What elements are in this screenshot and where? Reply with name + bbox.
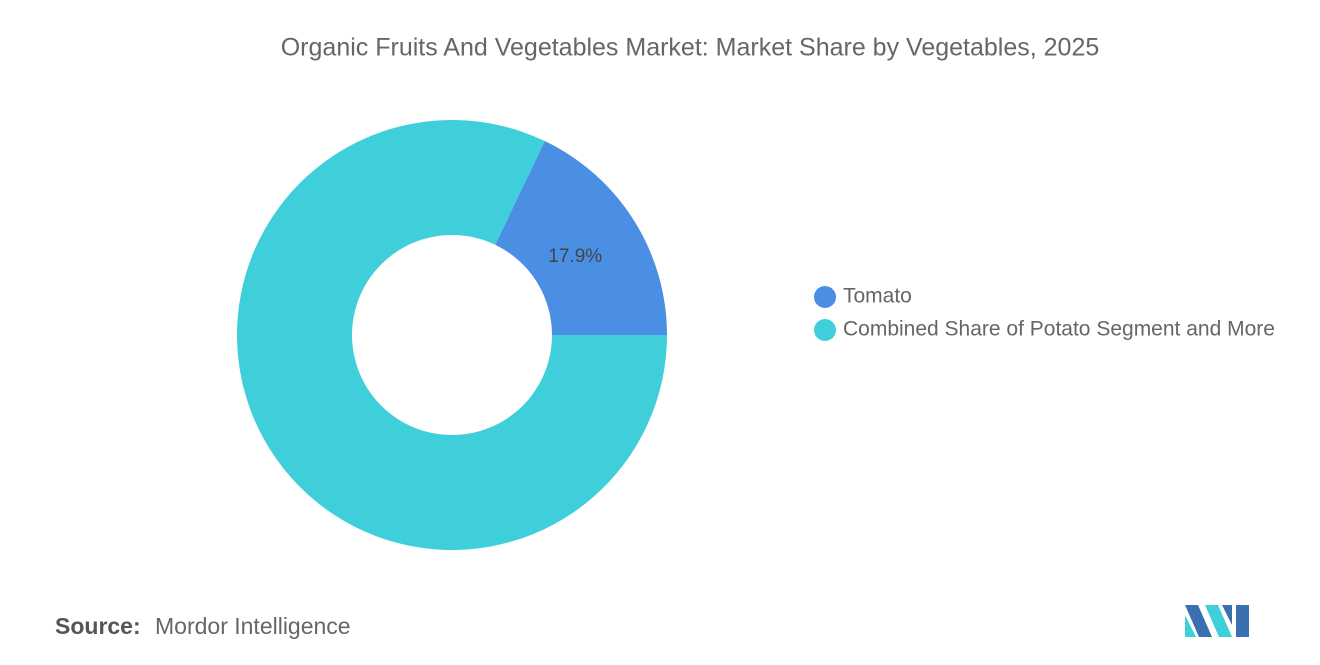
legend-swatch: [814, 286, 836, 308]
slice: [237, 119, 667, 551]
source-label: Source:: [55, 613, 141, 639]
logo: [1185, 605, 1249, 637]
legend-label: Tomato: [843, 285, 912, 308]
value-label: 17.9%: [548, 246, 602, 267]
legend-swatch: [814, 319, 836, 341]
chart-title: Organic Fruits And Vegetables Market: Ma…: [281, 34, 1100, 62]
legend-label: Combined Share of Potato Segment and Mor…: [843, 318, 1275, 341]
source: Mordor Intelligence: [155, 613, 351, 639]
slice: [495, 141, 667, 335]
